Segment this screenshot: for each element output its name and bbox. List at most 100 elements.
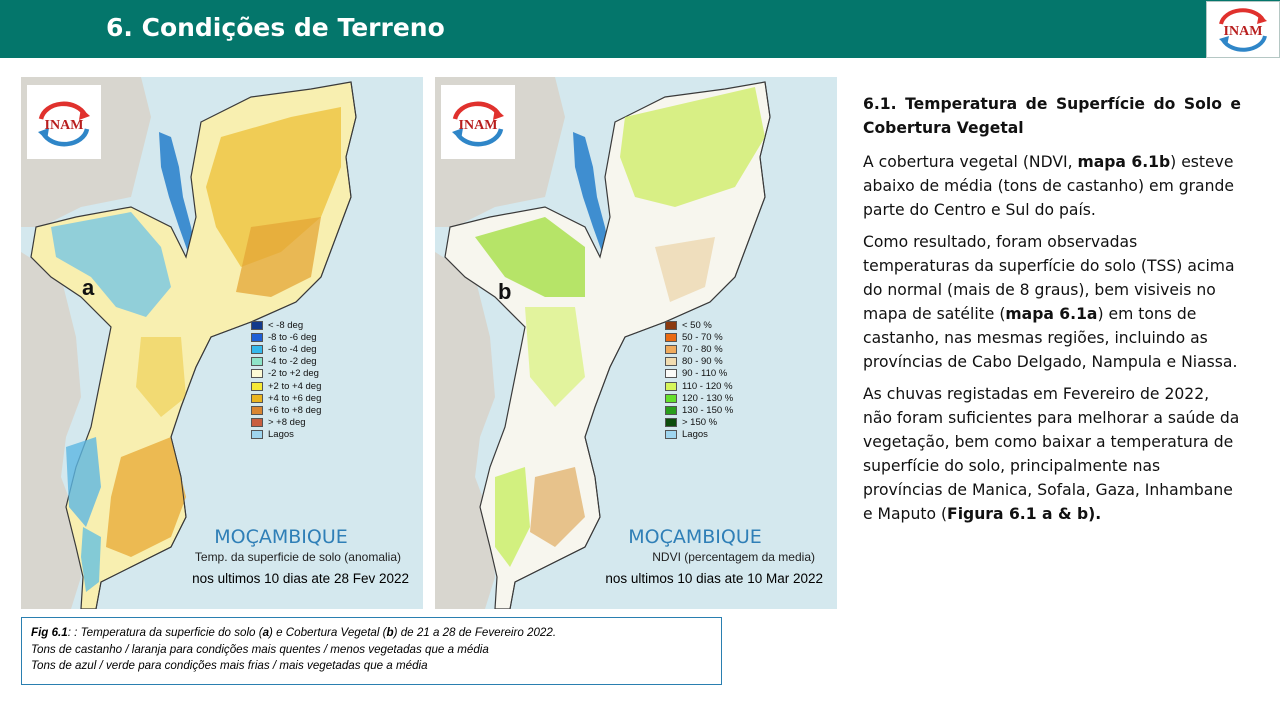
legend-label: 90 - 110 % xyxy=(682,368,728,380)
inam-logo-text: INAM xyxy=(45,118,84,133)
legend-label: 110 - 120 % xyxy=(682,380,733,392)
section-title: 6.1. Temperatura de Superfície do Solo e… xyxy=(863,95,1241,137)
legend-item: -2 to +2 deg xyxy=(251,368,321,380)
legend-item: > 150 % xyxy=(665,417,733,429)
map-country-label: MOÇAMBIQUE xyxy=(214,526,348,548)
panel-b-logo: INAM xyxy=(441,85,515,159)
legend-item: < -8 deg xyxy=(251,319,321,331)
map-subtitle: NDVI (percentagem da media) xyxy=(652,550,815,564)
text-span: Como resultado, foram observadas tempera… xyxy=(863,233,1235,323)
legend-item: 70 - 80 % xyxy=(665,343,733,355)
legend-label: -2 to +2 deg xyxy=(268,368,319,380)
caption-line-1: Fig 6.1: : Temperatura da superficie do … xyxy=(31,625,712,642)
caption-label: Fig 6.1 xyxy=(31,626,68,639)
text-bold: mapa 6.1a xyxy=(1005,305,1098,323)
map-panel-a: INAM a < -8 deg -8 to -6 deg -6 to -4 de… xyxy=(21,77,423,609)
paragraph-tss: Como resultado, foram observadas tempera… xyxy=(863,230,1241,374)
legend-swatch xyxy=(665,405,677,415)
inam-logo-icon: INAM xyxy=(38,101,90,147)
legend-swatch xyxy=(665,357,677,367)
legend-swatch xyxy=(251,430,263,440)
legend-swatch xyxy=(251,344,263,354)
legend-swatch xyxy=(251,405,263,415)
page-title: 6. Condições de Terreno xyxy=(106,13,445,42)
caption-line-2: Tons de castanho / laranja para condiçõe… xyxy=(31,642,489,656)
legend-swatch xyxy=(251,357,263,367)
panel-a-logo: INAM xyxy=(27,85,101,159)
inam-logo: INAM xyxy=(1206,1,1280,58)
map-a-image xyxy=(21,77,357,609)
legend-item: 130 - 150 % xyxy=(665,404,733,416)
map-b-image xyxy=(435,77,771,609)
legend-item: -4 to -2 deg xyxy=(251,356,321,368)
legend-swatch xyxy=(251,393,263,403)
text-span: ) e Cobertura Vegetal ( xyxy=(269,626,387,639)
legend-label: Lagos xyxy=(268,429,294,441)
text-bold: mapa 6.1b xyxy=(1077,153,1171,171)
legend-item: +4 to +6 deg xyxy=(251,392,321,404)
map-a-caption: MOÇAMBIQUE Temp. da superficie de solo (… xyxy=(119,526,409,586)
map-panel-b: INAM b < 50 % 50 - 70 % 70 - 80 % 80 - 9… xyxy=(435,77,837,609)
legend-label: -6 to -4 deg xyxy=(268,343,317,355)
map-subtitle: Temp. da superficie de solo (anomalia) xyxy=(194,550,401,564)
legend-swatch xyxy=(251,369,263,379)
map-date: nos ultimos 10 dias ate 28 Fev 2022 xyxy=(192,571,409,586)
legend-swatch xyxy=(665,332,677,342)
legend-item: 120 - 130 % xyxy=(665,392,733,404)
legend-item: 90 - 110 % xyxy=(665,368,733,380)
legend-swatch xyxy=(251,320,263,330)
legend-label: +4 to +6 deg xyxy=(268,392,322,404)
text-bold: Figura 6.1 a & b). xyxy=(947,505,1102,523)
legend-swatch xyxy=(251,381,263,391)
legend-item: < 50 % xyxy=(665,319,733,331)
legend-item: 80 - 90 % xyxy=(665,356,733,368)
legend-label: +2 to +4 deg xyxy=(268,380,322,392)
legend-label: -8 to -6 deg xyxy=(268,331,317,343)
legend-swatch xyxy=(665,430,677,440)
legend-label: < 50 % xyxy=(682,319,712,331)
legend-item: > +8 deg xyxy=(251,417,321,429)
inam-logo-text: INAM xyxy=(1224,24,1263,39)
legend-label: 80 - 90 % xyxy=(682,356,723,368)
text-span: ) em tons de castanho, nas mesmas regiõe… xyxy=(863,305,1238,371)
legend-swatch xyxy=(665,369,677,379)
legend-swatch xyxy=(665,418,677,428)
legend-label: > 150 % xyxy=(682,417,718,429)
text-span: ) esteve abaixo de média (tons de castan… xyxy=(863,153,1234,219)
map-b-caption: MOÇAMBIQUE NDVI (percentagem da media) n… xyxy=(533,526,823,586)
legend-item: Lagos xyxy=(251,429,321,441)
legend-label: 50 - 70 % xyxy=(682,331,723,343)
inam-logo-icon: INAM xyxy=(1219,8,1267,52)
legend-item: -8 to -6 deg xyxy=(251,331,321,343)
legend-label: 120 - 130 % xyxy=(682,392,734,404)
legend-item: 110 - 120 % xyxy=(665,380,733,392)
legend-item: Lagos xyxy=(665,429,733,441)
text-span: As chuvas registadas em Fevereiro de 202… xyxy=(863,385,1240,523)
legend-swatch xyxy=(665,344,677,354)
figure-caption: Fig 6.1: : Temperatura da superficie do … xyxy=(21,617,722,685)
legend-label: 130 - 150 % xyxy=(682,404,734,416)
map-letter-b: b xyxy=(498,279,512,304)
legend-b: < 50 % 50 - 70 % 70 - 80 % 80 - 90 % 90 … xyxy=(665,319,733,441)
legend-label: < -8 deg xyxy=(268,319,304,331)
text-column: 6.1. Temperatura de Superfície do Solo e… xyxy=(863,92,1241,534)
legend-item: +6 to +8 deg xyxy=(251,404,321,416)
header-bar: 6. Condições de Terreno INAM xyxy=(0,0,1280,58)
legend-swatch xyxy=(665,381,677,391)
paragraph-chuvas: As chuvas registadas em Fevereiro de 202… xyxy=(863,382,1241,526)
legend-swatch xyxy=(665,320,677,330)
text-span: A cobertura vegetal (NDVI, xyxy=(863,153,1078,171)
map-letter-a: a xyxy=(82,275,95,300)
legend-swatch xyxy=(251,332,263,342)
legend-label: 70 - 80 % xyxy=(682,343,723,355)
legend-label: Lagos xyxy=(682,429,708,441)
legend-label: > +8 deg xyxy=(268,417,306,429)
legend-a: < -8 deg -8 to -6 deg -6 to -4 deg -4 to… xyxy=(251,319,321,441)
paragraph-ndvi: A cobertura vegetal (NDVI, mapa 6.1b) es… xyxy=(863,150,1241,222)
text-span: : : Temperatura da superficie do solo ( xyxy=(67,626,263,639)
inam-logo-icon: INAM xyxy=(452,101,504,147)
caption-line-3: Tons de azul / verde para condições mais… xyxy=(31,659,428,672)
legend-swatch xyxy=(665,393,677,403)
legend-swatch xyxy=(251,418,263,428)
text-bold: a xyxy=(262,626,270,639)
